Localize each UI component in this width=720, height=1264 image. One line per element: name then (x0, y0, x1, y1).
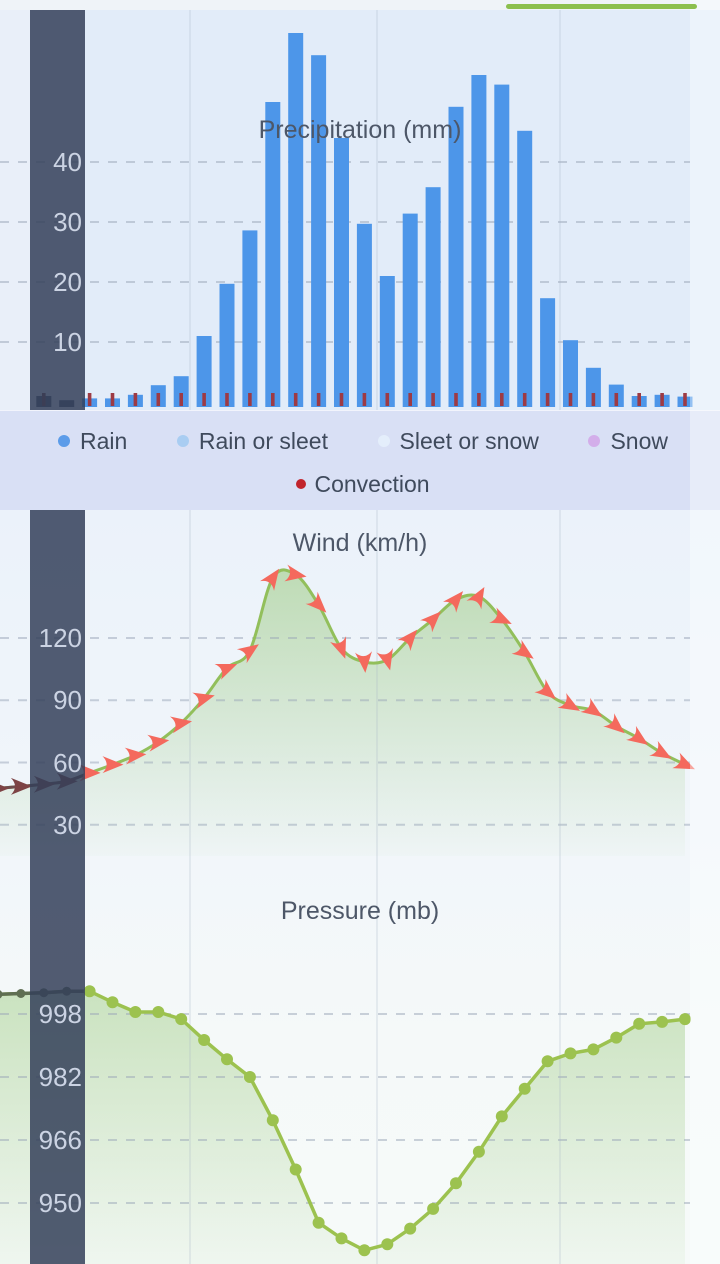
legend-item-sleet-or-snow[interactable]: Sleet or snow (377, 427, 539, 455)
legend-label-rain: Rain (80, 427, 128, 454)
top-strip (0, 0, 720, 10)
legend-label-convection: Convection (314, 470, 430, 497)
future-edge-band (690, 0, 720, 1264)
legend-item-rain[interactable]: Rain (58, 428, 127, 455)
area-fills (0, 569, 685, 1264)
precipitation-bars (36, 33, 693, 408)
sidebar-overlay (30, 10, 85, 1264)
rain-or-sleet-dot-icon (176, 435, 189, 447)
legend-label-snow: Snow (610, 427, 668, 454)
legend-label-rain-or-sleet: Rain or sleet (198, 427, 328, 454)
legend-item-snow[interactable]: Snow (588, 428, 668, 455)
legend: Rain Rain or sleet Sleet or snow Snow Co… (0, 410, 720, 510)
day-progress-bar (506, 4, 697, 9)
legend-item-rain-or-sleet[interactable]: Rain or sleet (176, 427, 328, 455)
convection-dot-icon (296, 479, 307, 489)
sleet-or-snow-dot-icon (377, 435, 390, 447)
rain-dot-icon (58, 435, 70, 447)
legend-label-sleet-or-snow: Sleet or snow (399, 427, 539, 454)
legend-row-2: Convection (0, 464, 720, 504)
left-margin (0, 10, 30, 410)
legend-item-convection[interactable]: Convection (296, 470, 430, 498)
legend-row-1: Rain Rain or sleet Sleet or snow Snow (0, 418, 720, 464)
snow-dot-icon (588, 435, 601, 447)
